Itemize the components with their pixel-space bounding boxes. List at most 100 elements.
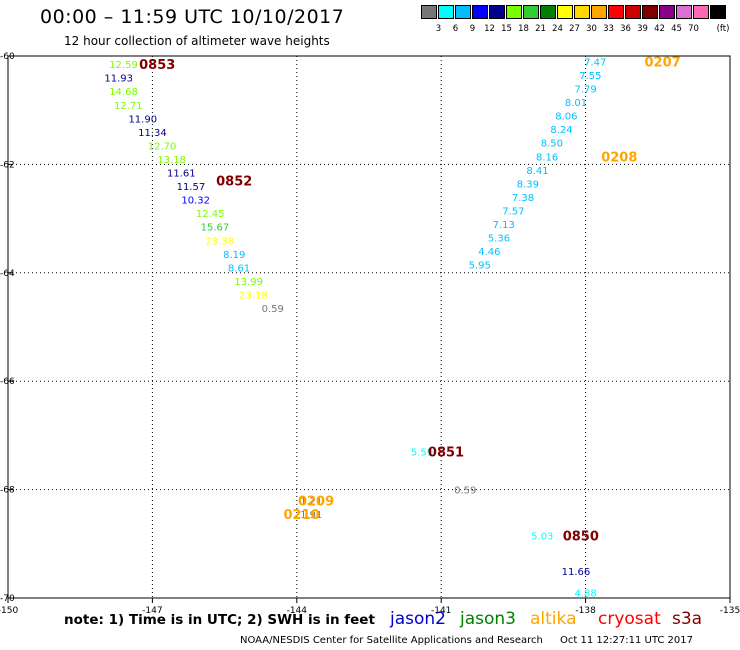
legend-swatch xyxy=(455,5,471,19)
wave-height-point: 7.55 xyxy=(579,71,601,82)
wave-height-point: 5.59 xyxy=(411,448,433,459)
wave-height-point: 11.57 xyxy=(177,182,206,193)
legend-tick-label: 36 xyxy=(620,24,631,34)
wave-height-point: 5.95 xyxy=(469,261,491,272)
legend-swatch xyxy=(625,5,641,19)
wave-height-point: 5.03 xyxy=(531,532,553,543)
satellite-legend-s3a: s3a xyxy=(672,609,703,629)
legend-swatch xyxy=(540,5,556,19)
wave-height-point: 5.36 xyxy=(488,234,510,245)
wave-height-point: 4.88 xyxy=(574,589,596,600)
legend-swatch xyxy=(642,5,658,19)
generated-timestamp: Oct 11 12:27:11 UTC 2017 xyxy=(560,635,693,646)
legend-swatch xyxy=(506,5,522,19)
wave-height-point: 8.06 xyxy=(555,112,577,123)
wave-height-point: 1.21 xyxy=(300,496,322,507)
wave-height-point: 1.91 xyxy=(300,510,322,521)
legend-swatch xyxy=(438,5,454,19)
chart-subtitle: 12 hour collection of altimeter wave hei… xyxy=(64,34,330,48)
y-tick-label: -70 xyxy=(0,594,15,604)
legend-swatch xyxy=(710,5,726,19)
wave-height-point: 12.45 xyxy=(196,209,225,220)
legend-swatch xyxy=(676,5,692,19)
legend-tick-label: 12 xyxy=(484,24,495,34)
footer: NOAA/NESDIS Center for Satellite Applica… xyxy=(240,635,707,646)
wave-height-point: 8.24 xyxy=(550,125,572,136)
y-tick-label: -64 xyxy=(0,269,15,279)
wave-height-point: 8.41 xyxy=(526,166,548,177)
pass-time-label: 0852 xyxy=(216,175,252,190)
legend-tick-label: 70 xyxy=(688,24,699,34)
wave-height-point: 7.47 xyxy=(584,57,606,68)
wave-height-point: 7.13 xyxy=(493,220,515,231)
legend-swatch xyxy=(591,5,607,19)
wave-height-point: 8.39 xyxy=(517,179,539,190)
legend-swatch xyxy=(523,5,539,19)
pass-time-label: 0208 xyxy=(601,150,637,165)
wave-height-point: 12.70 xyxy=(148,141,177,152)
agency-credit: NOAA/NESDIS Center for Satellite Applica… xyxy=(240,635,543,646)
satellite-legend-jason3: jason3 xyxy=(460,609,516,629)
legend-swatch xyxy=(659,5,675,19)
legend-tick-label: 42 xyxy=(654,24,665,34)
wave-height-point: 4.46 xyxy=(478,247,500,258)
wave-height-point: 23.38 xyxy=(205,236,234,247)
wave-height-point: 8.16 xyxy=(536,152,558,163)
pass-time-label: 0853 xyxy=(139,58,175,73)
legend-tick-label: 9 xyxy=(469,24,476,34)
y-tick-label: -68 xyxy=(0,486,15,496)
satellite-legend-jason2: jason2 xyxy=(390,609,446,629)
wave-height-point: 14.68 xyxy=(109,87,138,98)
wave-height-point: 13.99 xyxy=(234,277,263,288)
x-tick-label: -135 xyxy=(720,606,740,616)
plot-frame xyxy=(7,55,731,599)
legend-tick-label: 27 xyxy=(569,24,580,34)
legend-swatch xyxy=(693,5,709,19)
pass-time-label: 0207 xyxy=(645,55,681,70)
legend-unit-label: (ft) xyxy=(716,24,730,34)
wave-height-point: 7.38 xyxy=(512,193,534,204)
x-tick-label: -150 xyxy=(0,606,18,616)
wave-height-point: 23.18 xyxy=(239,290,268,301)
wave-height-point: 8.01 xyxy=(565,98,587,109)
satellite-legend-cryosat: cryosat xyxy=(598,609,661,629)
pass-time-label: 0210 xyxy=(284,508,320,523)
wave-height-point: 13.18 xyxy=(157,155,186,166)
legend-tick-label: 3 xyxy=(435,24,442,34)
wave-height-point: 7.79 xyxy=(574,85,596,96)
legend-tick-label: 18 xyxy=(518,24,529,34)
legend-tick-label: 6 xyxy=(452,24,459,34)
wave-height-point: 12.59 xyxy=(109,60,138,71)
wave-height-point: 11.61 xyxy=(167,169,196,180)
wave-height-point: 10.32 xyxy=(181,196,210,207)
wave-height-point: 11.93 xyxy=(104,74,133,85)
x-tick-label: -147 xyxy=(142,606,162,616)
legend-swatch xyxy=(574,5,590,19)
legend-tick-label: 30 xyxy=(586,24,597,34)
wave-height-point: 11.90 xyxy=(128,114,157,125)
y-tick-label: -66 xyxy=(0,377,15,387)
legend-swatch xyxy=(489,5,505,19)
wave-height-point: 11.34 xyxy=(138,128,167,139)
wave-height-point: 8.50 xyxy=(541,139,563,150)
legend-tick-label: 15 xyxy=(501,24,512,34)
pass-time-label: 0851 xyxy=(428,446,464,461)
legend-swatch xyxy=(557,5,573,19)
y-tick-label: -62 xyxy=(0,160,15,170)
wave-height-point: 12.71 xyxy=(114,101,143,112)
wave-height-point: 11.66 xyxy=(562,567,591,578)
wave-height-point: 7.57 xyxy=(502,206,524,217)
satellite-legend-altika: altika xyxy=(530,609,577,629)
legend-tick-label: 39 xyxy=(637,24,648,34)
legend-swatch xyxy=(421,5,437,19)
wave-height-point: 0.59 xyxy=(262,304,284,315)
x-tick-label: -141 xyxy=(431,606,451,616)
legend-tick-label: 33 xyxy=(603,24,614,34)
wave-height-point: 15.67 xyxy=(201,223,230,234)
x-tick-label: -138 xyxy=(575,606,596,616)
wave-height-point: 8.19 xyxy=(223,250,245,261)
y-tick-label: -60 xyxy=(0,52,15,62)
wave-height-point: 8.61 xyxy=(228,263,250,274)
legend-tick-label: 21 xyxy=(535,24,546,34)
